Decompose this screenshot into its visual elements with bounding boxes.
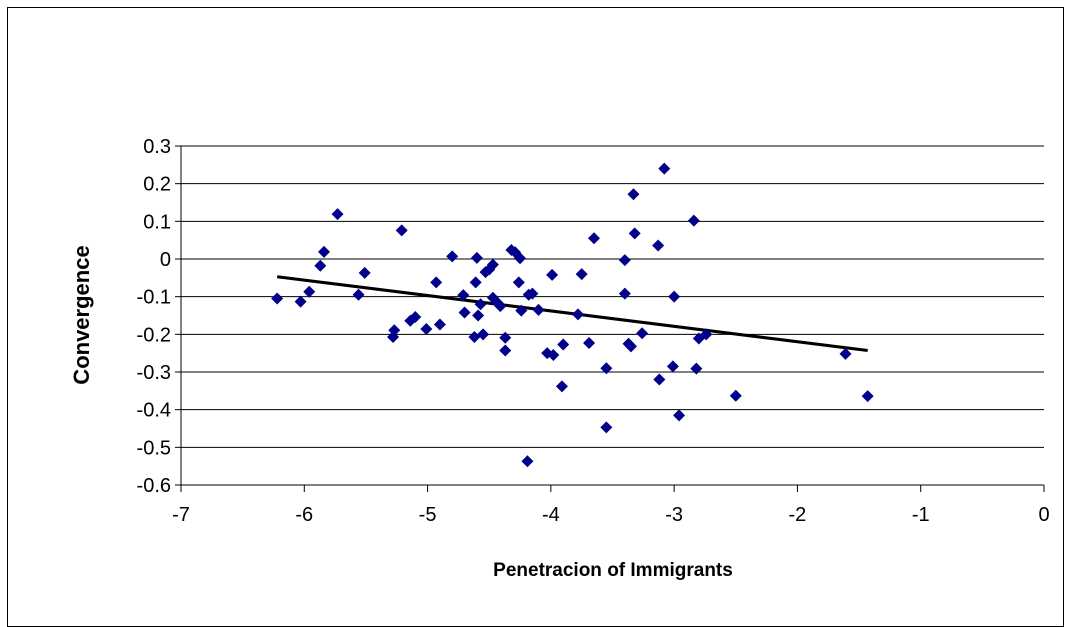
data-point: [687, 214, 700, 227]
y-tick-label: -0.2: [137, 324, 171, 346]
data-point: [446, 250, 459, 263]
data-point: [433, 318, 446, 331]
y-tick-label: 0.3: [143, 136, 171, 158]
data-point: [729, 389, 742, 402]
data-point: [271, 292, 284, 305]
data-point: [690, 362, 703, 375]
trendline: [276, 275, 868, 353]
data-point: [521, 455, 534, 468]
data-point: [477, 328, 490, 341]
y-tick-label: -0.1: [137, 287, 171, 309]
data-point: [472, 309, 485, 322]
x-tick-label: -2: [789, 504, 807, 526]
data-point: [583, 336, 596, 349]
x-tick-label: 0: [1038, 504, 1049, 526]
data-point: [861, 390, 874, 403]
y-tick-labels: 0.3 0.2 0.1 0 -0.1 -0.2 -0.3 -0.4 -0.5 -0.6: [137, 136, 171, 497]
x-tick-label: -4: [542, 504, 560, 526]
data-point: [499, 331, 512, 344]
data-point: [409, 311, 422, 324]
data-point: [636, 327, 649, 340]
data-point: [652, 239, 665, 252]
data-point: [546, 268, 559, 281]
data-point: [395, 224, 408, 237]
data-point: [469, 276, 482, 289]
y-tick-label: -0.5: [137, 437, 171, 459]
data-point: [668, 290, 681, 303]
data-point: [494, 300, 507, 313]
data-point: [294, 295, 307, 308]
x-tick-label: -6: [295, 504, 313, 526]
data-point: [352, 288, 365, 301]
data-point: [627, 188, 640, 201]
data-point: [314, 259, 327, 272]
data-point: [526, 287, 539, 300]
data-point: [618, 287, 631, 300]
data-point: [839, 347, 852, 360]
axes: [175, 145, 1045, 492]
data-point: [700, 328, 713, 341]
x-tick-label: -1: [912, 504, 930, 526]
scatter-chart: 0.30.20.10-0.1-0.2-0.3-0.4-0.5-0.6 -7 -6-…: [69, 136, 1050, 581]
x-axis-title: Penetracion of Immigrants: [493, 560, 733, 581]
data-point: [575, 268, 588, 281]
trendline-layer: [276, 275, 868, 353]
data-point: [666, 360, 679, 373]
data-point: [571, 308, 584, 321]
data-point: [474, 298, 487, 311]
data-point: [420, 323, 433, 336]
data-point: [532, 303, 545, 316]
x-tick-label: -7: [172, 504, 190, 526]
data-point: [515, 304, 528, 317]
data-point: [673, 409, 686, 422]
data-point: [600, 362, 613, 375]
data-point: [624, 340, 637, 353]
data-point: [514, 252, 527, 265]
data-point: [458, 306, 471, 319]
x-tick-label: -3: [665, 504, 683, 526]
data-point: [628, 227, 641, 240]
data-point: [303, 285, 316, 298]
data-point: [547, 349, 560, 362]
data-point: [486, 258, 499, 271]
x-tick-label: -5: [419, 504, 437, 526]
data-point: [499, 344, 512, 357]
y-tick-label: 0.2: [143, 174, 171, 196]
data-point: [457, 289, 470, 302]
chart-frame: [7, 7, 1064, 627]
y-tick-label: -0.3: [137, 362, 171, 384]
data-point: [388, 324, 401, 337]
data-point: [653, 373, 666, 386]
gridlines: [181, 145, 1044, 486]
y-axis-title: Convergence: [69, 245, 94, 384]
y-tick-label: -0.4: [137, 400, 171, 422]
y-tick-label: 0.1: [143, 211, 171, 233]
y-tick-label: -0.6: [137, 475, 171, 497]
data-point: [557, 338, 570, 351]
data-point: [430, 276, 443, 289]
data-point: [331, 208, 344, 221]
data-point: [588, 232, 601, 245]
data-point: [600, 421, 613, 434]
y-tick-label: 0: [160, 249, 171, 271]
data-point: [618, 254, 631, 267]
x-tick-labels: -7 -6 -5 -4 -3 -2 -1 0: [172, 504, 1049, 526]
data-point: [358, 266, 371, 279]
data-point: [470, 251, 483, 264]
data-point: [512, 276, 525, 289]
data-point: [658, 162, 671, 175]
data-point: [555, 380, 568, 393]
data-point: [318, 245, 331, 258]
data-points: [271, 162, 874, 468]
